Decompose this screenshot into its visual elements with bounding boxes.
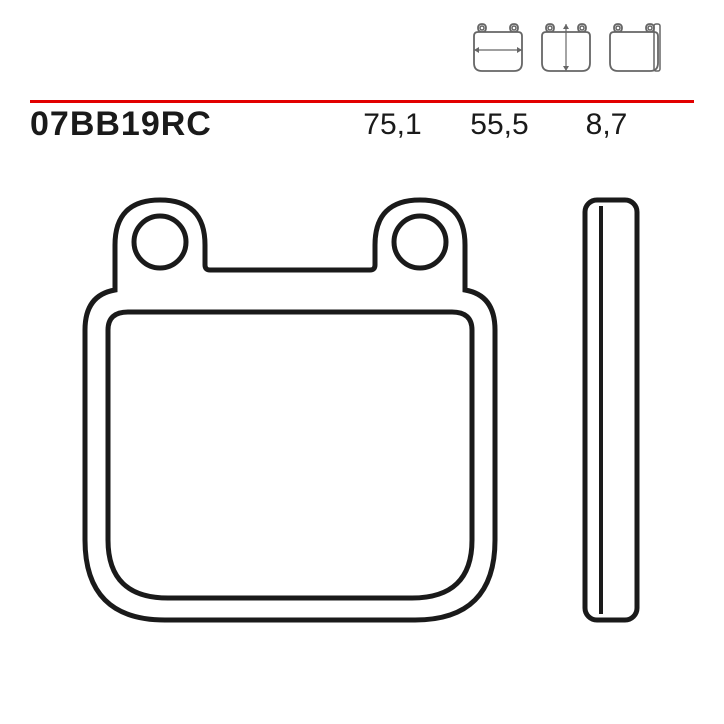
thickness-icon [604, 20, 664, 75]
brake-pad-diagram [50, 170, 670, 650]
width-icon [468, 20, 528, 75]
red-divider [30, 90, 694, 93]
dimensions-group: 75,1 55,5 8,7 [355, 108, 694, 142]
dimension-width: 75,1 [355, 108, 430, 142]
dimension-thickness: 8,7 [569, 108, 644, 142]
info-row: 07BB19RC 75,1 55,5 8,7 [30, 105, 694, 144]
brake-pad-front-view [85, 200, 495, 620]
product-code: 07BB19RC [30, 105, 212, 144]
height-icon [536, 20, 596, 75]
product-spec-card: 07BB19RC 75,1 55,5 8,7 [0, 0, 724, 724]
dimension-icons-row [468, 20, 664, 75]
brake-pad-side-view [585, 200, 637, 620]
dimension-height: 55,5 [462, 108, 537, 142]
